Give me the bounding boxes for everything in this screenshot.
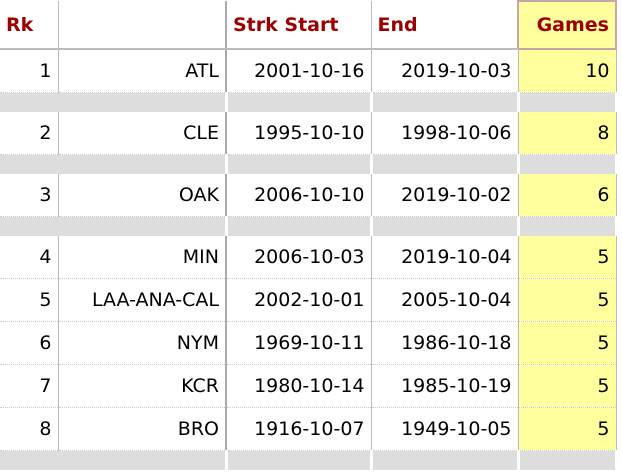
rk-cell: 2: [0, 112, 59, 155]
team-cell: OAK: [58, 174, 227, 217]
end-header: End: [371, 1, 519, 50]
rk-header: Rk: [0, 1, 59, 50]
rk-cell: 3: [0, 174, 59, 217]
group-separator: [0, 216, 618, 236]
end-cell: 1986-10-18: [371, 321, 519, 365]
table-row: 2 CLE 1995-10-10 1998-10-06 8: [0, 112, 617, 155]
table-row: 8 BRO 1916-10-07 1949-10-05 5: [0, 407, 617, 451]
games-cell: 5: [518, 278, 617, 322]
games-cell: 5: [518, 236, 617, 279]
separator-cell: [58, 450, 228, 470]
end-cell: 2019-10-02: [371, 174, 519, 217]
start-cell: 2006-10-10: [226, 174, 372, 217]
separator-cell: [226, 92, 373, 112]
separator-cell: [371, 450, 520, 470]
table-row: 4 MIN 2006-10-03 2019-10-04 5: [0, 236, 617, 279]
rk-cell: 5: [0, 278, 59, 322]
start-cell: 1980-10-14: [226, 364, 372, 408]
separator-cell: [371, 216, 520, 236]
start-cell: 2001-10-16: [226, 49, 372, 93]
group-separator: [0, 92, 618, 112]
table-row: 1 ATL 2001-10-16 2019-10-03 10: [0, 49, 617, 93]
team-header: [58, 1, 227, 50]
separator-cell: [518, 450, 618, 470]
start-cell: 2006-10-03: [226, 236, 372, 279]
separator-cell: [518, 154, 618, 174]
games-cell: 6: [518, 174, 617, 217]
rk-cell: 7: [0, 364, 59, 408]
header-row: Rk Strk Start End Games: [0, 0, 617, 50]
rk-cell: 1: [0, 49, 59, 93]
table-row: 5 LAA-ANA-CAL 2002-10-01 2005-10-04 5: [0, 278, 617, 322]
start-header: Strk Start: [226, 1, 372, 50]
separator-cell: [0, 450, 58, 470]
games-cell: 5: [518, 407, 617, 451]
team-cell: KCR: [58, 364, 227, 408]
table-row: 7 KCR 1980-10-14 1985-10-19 5: [0, 364, 617, 408]
games-header: Games: [517, 0, 617, 50]
games-cell: 10: [518, 49, 617, 93]
separator-cell: [0, 92, 58, 112]
games-cell: 5: [518, 321, 617, 365]
team-cell: NYM: [58, 321, 227, 365]
group-separator: [0, 154, 618, 174]
separator-cell: [0, 216, 58, 236]
team-cell: ATL: [58, 49, 227, 93]
start-cell: 1995-10-10: [226, 112, 372, 155]
separator-cell: [518, 216, 618, 236]
separator-cell: [371, 154, 520, 174]
separator-cell: [226, 216, 373, 236]
end-cell: 2019-10-04: [371, 236, 519, 279]
end-cell: 2019-10-03: [371, 49, 519, 93]
team-cell: LAA-ANA-CAL: [58, 278, 227, 322]
separator-cell: [371, 92, 520, 112]
rk-cell: 6: [0, 321, 59, 365]
games-cell: 8: [518, 112, 617, 155]
start-cell: 1916-10-07: [226, 407, 372, 451]
games-cell: 5: [518, 364, 617, 408]
end-cell: 1985-10-19: [371, 364, 519, 408]
team-cell: BRO: [58, 407, 227, 451]
group-separator: [0, 450, 618, 470]
end-cell: 2005-10-04: [371, 278, 519, 322]
separator-cell: [226, 450, 373, 470]
team-cell: MIN: [58, 236, 227, 279]
separator-cell: [518, 92, 618, 112]
separator-cell: [58, 92, 228, 112]
separator-cell: [58, 154, 228, 174]
separator-cell: [58, 216, 228, 236]
start-cell: 1969-10-11: [226, 321, 372, 365]
rk-cell: 4: [0, 236, 59, 279]
team-cell: CLE: [58, 112, 227, 155]
end-cell: 1998-10-06: [371, 112, 519, 155]
table-row: 3 OAK 2006-10-10 2019-10-02 6: [0, 174, 617, 217]
rk-cell: 8: [0, 407, 59, 451]
start-cell: 2002-10-01: [226, 278, 372, 322]
separator-cell: [226, 154, 373, 174]
table-row: 6 NYM 1969-10-11 1986-10-18 5: [0, 321, 617, 365]
separator-cell: [0, 154, 58, 174]
end-cell: 1949-10-05: [371, 407, 519, 451]
